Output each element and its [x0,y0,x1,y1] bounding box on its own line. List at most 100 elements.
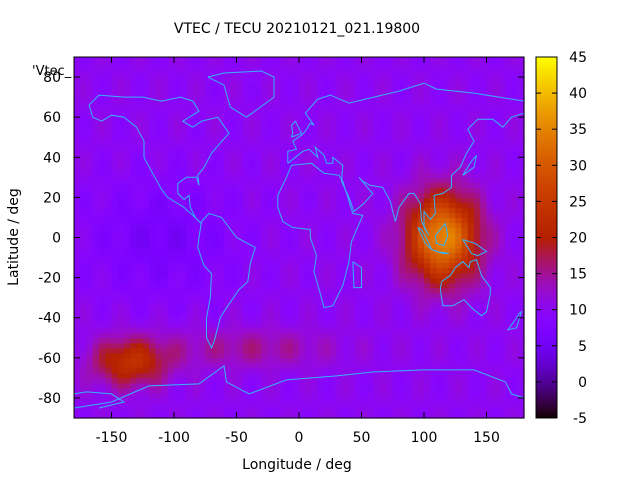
heatmap-cell [124,207,131,214]
heatmap-cell [99,267,106,274]
heatmap-cell [342,277,350,284]
heatmap-cell [474,357,481,364]
heatmap-cell [192,362,200,369]
heatmap-cell [274,232,281,239]
heatmap-cell [155,222,163,229]
heatmap-cell [180,397,188,404]
heatmap-cell [386,297,394,304]
heatmap-cell [424,192,431,198]
heatmap-cell [242,267,250,274]
heatmap-cell [205,232,213,239]
heatmap-cell [267,152,275,158]
heatmap-cell [311,407,319,414]
heatmap-cell [374,62,381,68]
heatmap-cell [442,172,450,178]
heatmap-cell [86,127,94,133]
heatmap-cell [386,307,394,314]
heatmap-cell [374,252,381,259]
heatmap-cell [374,137,381,143]
heatmap-cell [317,112,325,118]
heatmap-cell [499,222,506,229]
heatmap-cell [267,67,275,73]
heatmap-cell [399,287,406,294]
heatmap-cell [455,87,463,93]
heatmap-cell [124,197,131,203]
heatmap-cell [174,352,181,359]
heatmap-cell [236,172,244,178]
heatmap-cell [80,167,88,173]
heatmap-cell [86,117,94,123]
heatmap-cell [492,77,500,83]
heatmap-cell [386,167,394,173]
heatmap-cell [374,302,381,309]
heatmap-cell [449,267,456,274]
heatmap-cell [99,192,106,198]
heatmap-cell [399,242,406,249]
heatmap-cell [286,217,294,224]
heatmap-cell [261,272,269,279]
heatmap-cell [417,247,425,254]
heatmap-cell [449,222,456,229]
heatmap-cell [111,267,119,274]
heatmap-cell [405,177,413,183]
heatmap-cell [292,297,300,304]
heatmap-cell [361,357,369,364]
heatmap-cell [249,322,256,329]
heatmap-cell [380,62,388,68]
heatmap-cell [230,92,238,98]
heatmap-cell [286,357,294,364]
heatmap-cell [467,337,475,344]
heatmap-cell [355,247,363,254]
heatmap-cell [142,337,150,344]
heatmap-cell [292,72,300,78]
heatmap-cell [442,272,450,279]
heatmap-cell [367,107,375,113]
heatmap-cell [467,412,475,419]
heatmap-cell [399,342,406,349]
heatmap-cell [474,372,481,379]
heatmap-cell [80,147,88,153]
heatmap-cell [336,312,344,319]
heatmap-cell [167,287,175,294]
heatmap-cell [367,117,375,123]
heatmap-cell [349,127,356,133]
heatmap-cell [324,212,331,219]
heatmap-cell [117,92,125,98]
heatmap-cell [92,292,100,299]
heatmap-cell [424,262,431,269]
heatmap-cell [274,257,281,264]
heatmap-cell [355,392,363,399]
heatmap-cell [205,157,213,163]
heatmap-cell [411,332,419,339]
heatmap-cell [92,362,100,369]
heatmap-cell [442,212,450,219]
heatmap-cell [380,167,388,173]
heatmap-cell [149,297,156,304]
heatmap-cell [399,217,406,224]
heatmap-cell [242,137,250,143]
heatmap-cell [499,197,506,203]
heatmap-cell [205,292,213,299]
heatmap-cell [436,192,444,198]
heatmap-cell [505,297,513,304]
heatmap-cell [405,392,413,399]
heatmap-cell [411,197,419,203]
heatmap-cell [230,207,238,214]
heatmap-cell [474,92,481,98]
heatmap-cell [349,117,356,123]
heatmap-cell [330,317,338,324]
heatmap-cell [186,392,194,399]
heatmap-cell [424,172,431,178]
heatmap-cell [136,297,144,304]
heatmap-cell [199,92,206,98]
heatmap-cell [317,372,325,379]
heatmap-cell [149,177,156,183]
heatmap-cell [174,367,181,374]
heatmap-cell [199,292,206,299]
heatmap-cell [242,352,250,359]
heatmap-cell [236,177,244,183]
heatmap-cell [224,282,231,289]
heatmap-cell [480,212,488,219]
heatmap-cell [305,277,313,284]
heatmap-cell [355,72,363,78]
